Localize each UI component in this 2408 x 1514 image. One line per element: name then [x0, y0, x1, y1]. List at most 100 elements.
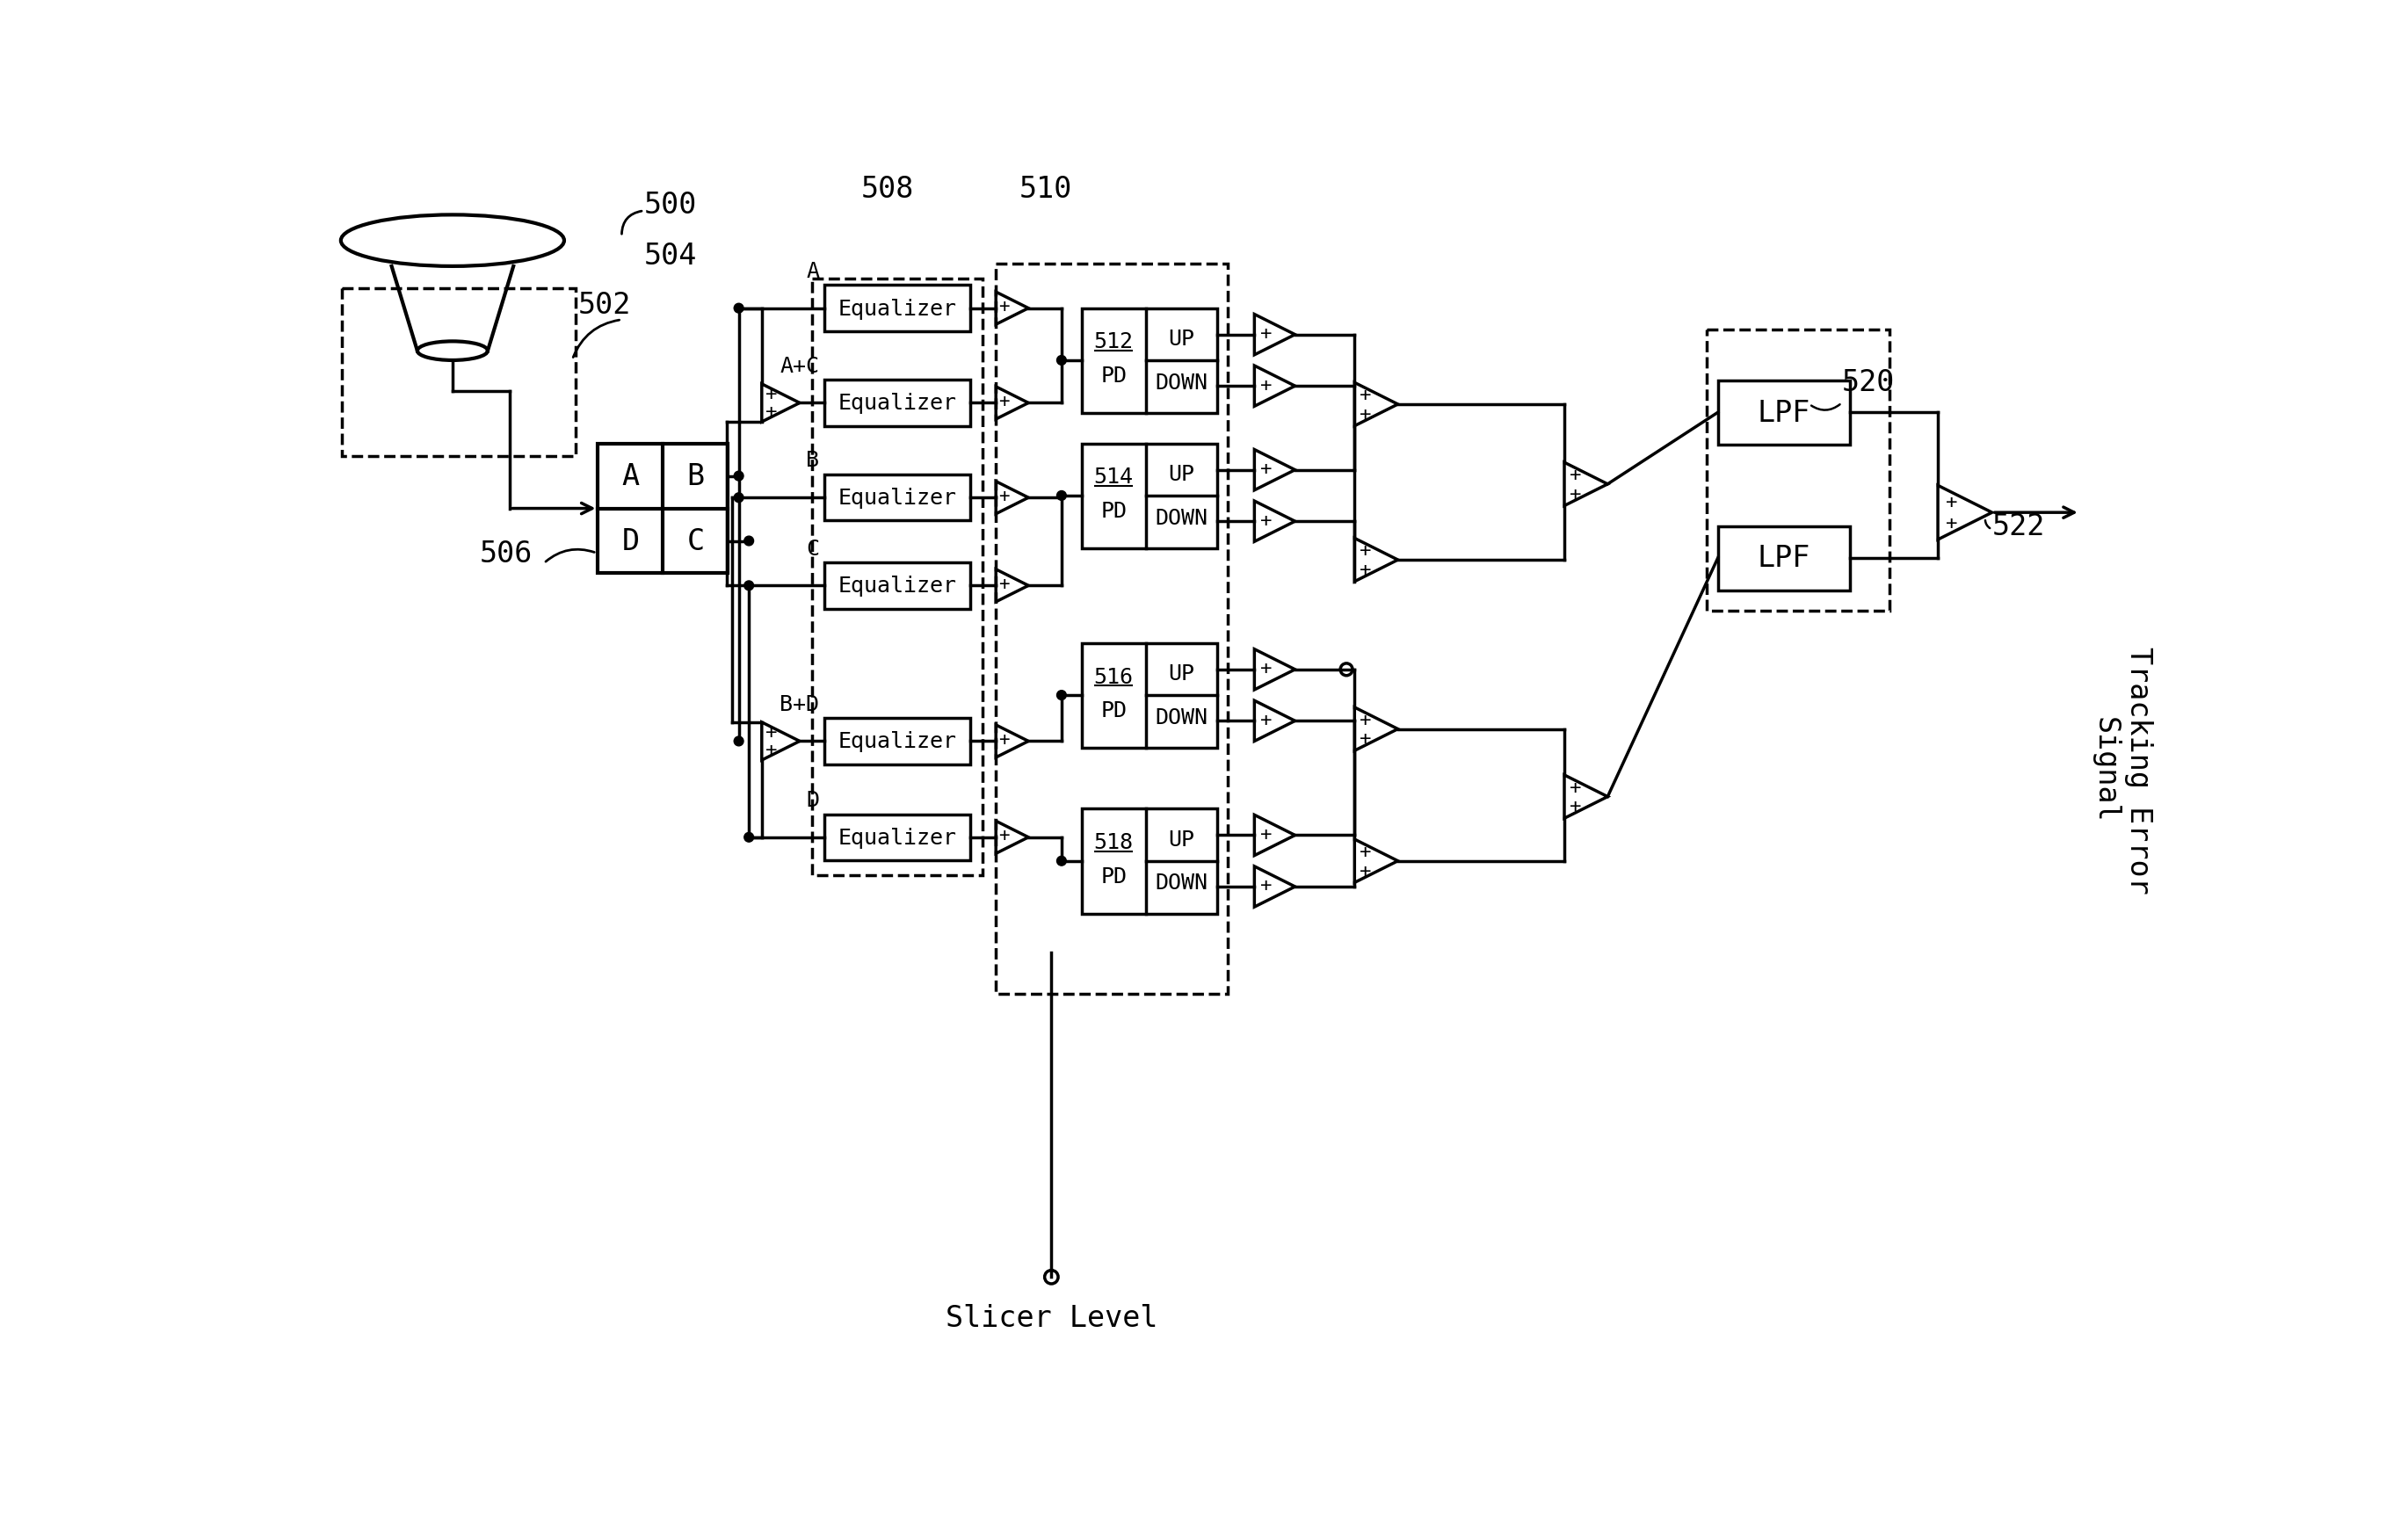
Text: A: A: [621, 462, 641, 491]
Text: UP: UP: [1168, 329, 1194, 350]
Text: B: B: [807, 450, 819, 471]
Circle shape: [744, 581, 754, 590]
Text: PD: PD: [1100, 365, 1127, 386]
Text: +: +: [999, 298, 1009, 315]
Text: 508: 508: [860, 174, 913, 203]
Text: C: C: [686, 527, 703, 556]
Circle shape: [734, 472, 744, 481]
Text: C: C: [807, 537, 819, 559]
Text: +: +: [1570, 486, 1582, 503]
Text: DOWN: DOWN: [1156, 872, 1209, 893]
Bar: [824, 719, 970, 765]
Bar: [824, 380, 970, 427]
Bar: [824, 286, 970, 332]
Circle shape: [744, 536, 754, 547]
Text: 512: 512: [1093, 332, 1134, 353]
Text: +: +: [1570, 778, 1582, 796]
Text: DOWN: DOWN: [1156, 707, 1209, 728]
Text: +: +: [1361, 843, 1370, 860]
Circle shape: [1057, 356, 1067, 365]
Text: 518: 518: [1093, 831, 1134, 852]
Bar: [1717, 382, 1849, 445]
Text: 506: 506: [479, 539, 532, 568]
Text: +: +: [766, 742, 778, 759]
Text: PD: PD: [1100, 501, 1127, 521]
Text: +: +: [1259, 877, 1271, 895]
Text: D: D: [807, 789, 819, 810]
Bar: [1081, 808, 1216, 914]
Text: +: +: [1361, 406, 1370, 422]
Text: +: +: [999, 488, 1009, 504]
Circle shape: [734, 494, 744, 503]
Text: +: +: [1259, 660, 1271, 677]
Text: +: +: [1570, 798, 1582, 815]
Text: UP: UP: [1168, 463, 1194, 484]
Text: +: +: [999, 731, 1009, 748]
Text: +: +: [1361, 386, 1370, 404]
Text: Equalizer: Equalizer: [838, 298, 956, 319]
Bar: [597, 444, 727, 574]
Circle shape: [1057, 690, 1067, 701]
Text: +: +: [999, 575, 1009, 593]
Text: 502: 502: [578, 291, 631, 319]
Text: PD: PD: [1100, 866, 1127, 887]
Bar: [342, 289, 576, 456]
Text: +: +: [1259, 377, 1271, 394]
Text: PD: PD: [1100, 699, 1127, 721]
Circle shape: [734, 737, 744, 746]
Text: +: +: [1946, 494, 1958, 512]
Text: 514: 514: [1093, 466, 1134, 488]
Text: A: A: [807, 260, 819, 282]
Text: B: B: [686, 462, 703, 491]
Text: 516: 516: [1093, 666, 1134, 687]
Text: +: +: [1259, 326, 1271, 342]
Text: DOWN: DOWN: [1156, 372, 1209, 394]
Circle shape: [744, 833, 754, 842]
Text: +: +: [1570, 466, 1582, 484]
Text: Tracking Error
Signal: Tracking Error Signal: [2090, 646, 2153, 893]
Circle shape: [1057, 492, 1067, 501]
Text: Equalizer: Equalizer: [838, 731, 956, 752]
Bar: [824, 475, 970, 521]
Bar: [824, 815, 970, 860]
Text: 520: 520: [1842, 368, 1895, 397]
Bar: [1081, 643, 1216, 748]
Text: LPF: LPF: [1758, 544, 1811, 572]
Text: Equalizer: Equalizer: [838, 488, 956, 509]
Text: +: +: [1361, 542, 1370, 560]
Text: +: +: [999, 827, 1009, 845]
Text: 522: 522: [1991, 512, 2044, 540]
Text: 500: 500: [643, 191, 696, 220]
Text: +: +: [1361, 861, 1370, 880]
Text: 510: 510: [1019, 174, 1072, 203]
Text: B+D: B+D: [780, 693, 819, 715]
Text: DOWN: DOWN: [1156, 507, 1209, 528]
Text: +: +: [1259, 712, 1271, 728]
Text: UP: UP: [1168, 663, 1194, 684]
Bar: [824, 563, 970, 609]
Bar: [1081, 444, 1216, 550]
Text: 504: 504: [643, 242, 696, 271]
Text: +: +: [766, 386, 778, 403]
Text: +: +: [766, 404, 778, 421]
Text: A+C: A+C: [780, 356, 819, 377]
Bar: [997, 263, 1228, 995]
Bar: [1707, 330, 1890, 612]
Text: +: +: [1946, 515, 1958, 533]
Text: +: +: [1361, 730, 1370, 748]
Text: Equalizer: Equalizer: [838, 575, 956, 597]
Bar: [1717, 527, 1849, 590]
Text: +: +: [1361, 562, 1370, 578]
Bar: [1081, 309, 1216, 413]
Text: UP: UP: [1168, 830, 1194, 851]
Text: Slicer Level: Slicer Level: [946, 1304, 1158, 1332]
Text: LPF: LPF: [1758, 398, 1811, 427]
Text: Equalizer: Equalizer: [838, 394, 956, 413]
Circle shape: [734, 304, 744, 313]
Text: Equalizer: Equalizer: [838, 827, 956, 848]
Text: +: +: [766, 724, 778, 742]
Text: +: +: [999, 392, 1009, 410]
Text: +: +: [1259, 512, 1271, 530]
Bar: [811, 279, 982, 875]
Text: +: +: [1259, 460, 1271, 478]
